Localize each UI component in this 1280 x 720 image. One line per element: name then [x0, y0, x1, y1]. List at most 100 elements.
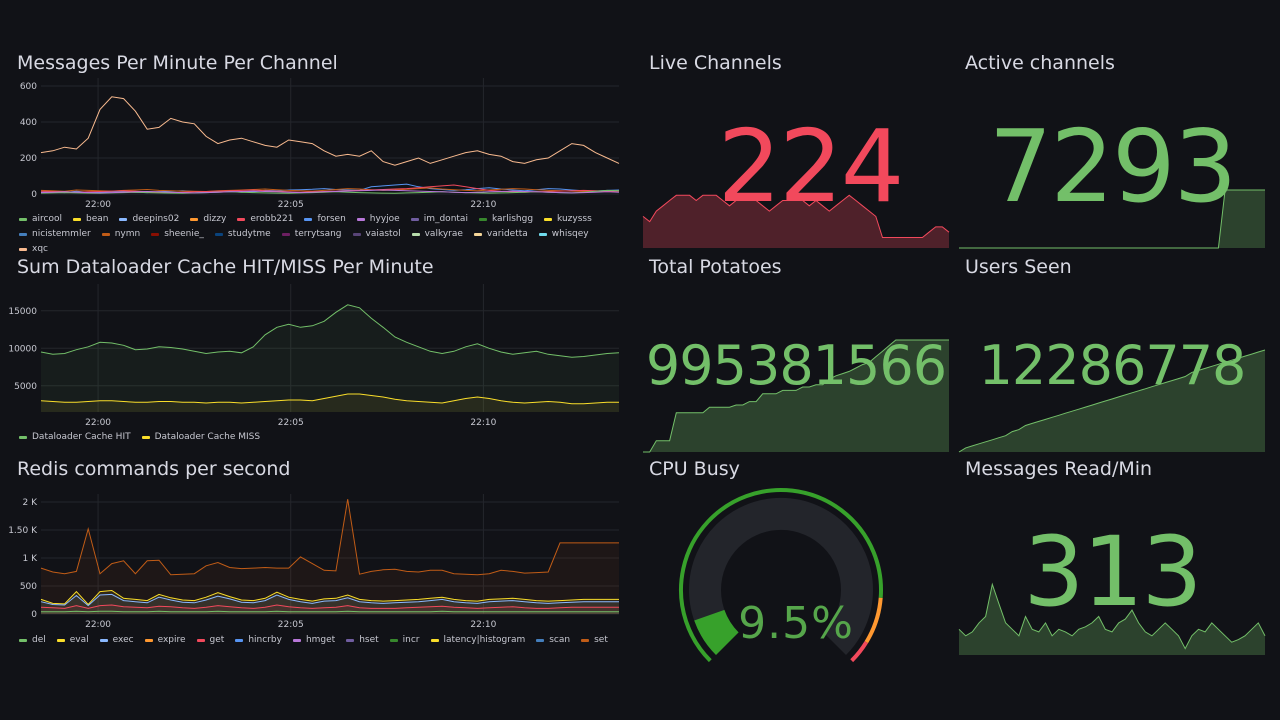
- cpu-busy-gauge: [679, 487, 884, 663]
- chart-legend: aircool bean deepins02 dizzy erobb221 forsen h…: [19, 214, 619, 254]
- panel-title[interactable]: CPU Busy: [649, 458, 740, 480]
- legend-item-hyyjoe[interactable]: hyyjoe: [356, 214, 400, 224]
- legend-item-dataloader-cache-hit[interactable]: Dataloader Cache HIT: [19, 432, 131, 442]
- legend-label: sheenie_: [164, 229, 204, 239]
- series-line-hyyjoe[interactable]: [40, 189, 620, 194]
- panel-title[interactable]: Users Seen: [965, 256, 1072, 278]
- series-line-eval[interactable]: [40, 589, 619, 606]
- legend-item-get[interactable]: get: [196, 635, 224, 645]
- redis-panel: Redis commands per second 0 500 1 K 1.50 K 2…: [8, 458, 629, 654]
- legend-label: studytme: [227, 229, 271, 239]
- legend-item-hset[interactable]: hset: [346, 635, 379, 645]
- active-channels-sparkline: [959, 189, 1265, 249]
- legend-swatch: [473, 232, 482, 236]
- series-line-set[interactable]: [40, 499, 619, 576]
- messages-read-value: 313: [1023, 516, 1202, 628]
- gauge-track: [689, 497, 873, 655]
- legend-label: terrytsang: [294, 229, 342, 239]
- panel-title[interactable]: Sum Dataloader Cache HIT/MISS Per Minute: [17, 256, 434, 278]
- legend-item-deepins02[interactable]: deepins02: [119, 214, 179, 224]
- legend-label: dizzy: [203, 214, 227, 224]
- legend-swatch: [19, 232, 27, 236]
- panel-title[interactable]: Messages Read/Min: [965, 458, 1153, 480]
- legend-item-varidetta[interactable]: varidetta: [473, 229, 528, 239]
- legend-item-studytme[interactable]: studytme: [214, 229, 271, 239]
- legend-item-dizzy[interactable]: dizzy: [190, 214, 226, 224]
- messages-read-sparkline: [958, 582, 1266, 655]
- legend-item-whisqey[interactable]: whisqey: [538, 229, 589, 239]
- legend-item-exec[interactable]: exec: [99, 635, 134, 645]
- y-tick-label: 2 K: [23, 498, 39, 508]
- live-channels-panel: Live Channels 224: [642, 52, 950, 250]
- legend-label: deepins02: [132, 214, 180, 224]
- legend-swatch: [292, 638, 301, 642]
- series-area-set: [41, 499, 619, 614]
- redis-chart: 0 500 1 K 1.50 K 2 K 22:00 22:05 22:10: [8, 494, 619, 630]
- panel-title[interactable]: Messages Per Minute Per Channel: [17, 52, 338, 74]
- legend-item-aircool[interactable]: aircool: [19, 214, 62, 224]
- legend-item-forsen[interactable]: forsen: [304, 214, 346, 224]
- series-line-del[interactable]: [41, 610, 619, 613]
- legend-item-expire[interactable]: expire: [144, 635, 186, 645]
- series-line-get[interactable]: [40, 604, 619, 609]
- legend-item-scan[interactable]: scan: [536, 635, 570, 645]
- legend-swatch: [478, 217, 487, 221]
- legend-item-incr[interactable]: incr: [389, 635, 420, 645]
- sparkline-line: [958, 349, 1266, 453]
- legend-item-erobb221[interactable]: erobb221: [237, 214, 293, 224]
- series-line-nymn[interactable]: [40, 187, 620, 193]
- total-potatoes-value: 995381566: [645, 334, 947, 397]
- panel-title[interactable]: Active channels: [965, 52, 1115, 74]
- legend-item-valkyrae[interactable]: valkyrae: [411, 229, 463, 239]
- legend-swatch: [19, 435, 27, 439]
- legend-item-bean[interactable]: bean: [72, 214, 108, 224]
- legend-item-vaiastol[interactable]: vaiastol: [352, 229, 401, 239]
- legend-swatch: [581, 638, 590, 642]
- legend-item-karlishgg[interactable]: karlishgg: [478, 214, 533, 224]
- legend-item-latency-histogram[interactable]: latency|histogram: [430, 635, 525, 645]
- legend-swatch: [544, 217, 553, 221]
- legend-item-set[interactable]: set: [581, 635, 608, 645]
- legend-item-im-dontai[interactable]: im_dontai: [410, 214, 468, 224]
- gauge-threshold-green: [679, 487, 884, 663]
- legend-swatch: [304, 217, 313, 221]
- panel-title[interactable]: Live Channels: [649, 52, 782, 74]
- gauge-threshold-red: [850, 641, 869, 663]
- legend-label: nymn: [114, 229, 141, 239]
- legend-label: aircool: [32, 214, 62, 224]
- legend-item-xqc[interactable]: xqc: [19, 244, 48, 254]
- cpu-busy-value: 9.5%: [738, 598, 854, 649]
- series-line-dataloader-cache-hit[interactable]: [40, 304, 620, 358]
- y-tick-label: 10000: [8, 344, 37, 354]
- legend-item-kuzysss[interactable]: kuzysss: [544, 214, 592, 224]
- x-tick-label: 22:00: [85, 620, 111, 630]
- panel-title[interactable]: Redis commands per second: [17, 458, 291, 480]
- series-line-exec[interactable]: [40, 593, 619, 607]
- legend-item-hmget[interactable]: hmget: [292, 635, 335, 645]
- series-line-xqc[interactable]: [40, 96, 620, 166]
- legend-swatch: [281, 232, 290, 236]
- legend-item-eval[interactable]: eval: [56, 635, 89, 645]
- legend-item-dataloader-cache-miss[interactable]: Dataloader Cache MISS: [141, 432, 260, 442]
- legend-item-sheenie-[interactable]: sheenie_: [151, 229, 204, 239]
- legend-swatch: [196, 638, 205, 642]
- legend-item-nymn[interactable]: nymn: [101, 229, 141, 239]
- series-line-dataloader-cache-miss[interactable]: [40, 393, 619, 405]
- panel-title[interactable]: Total Potatoes: [649, 256, 782, 278]
- legend-item-del[interactable]: del: [19, 635, 46, 645]
- gauge-value-arc: [694, 609, 740, 656]
- legend-swatch: [56, 638, 65, 642]
- legend-swatch: [101, 232, 110, 236]
- gauge-threshold-orange: [864, 597, 883, 644]
- legend-label: hyyjoe: [369, 214, 400, 224]
- legend-swatch: [237, 217, 246, 221]
- legend-swatch: [72, 217, 81, 221]
- x-tick-label: 22:05: [278, 418, 304, 428]
- legend-item-terrytsang[interactable]: terrytsang: [281, 229, 342, 239]
- legend-label: eval: [69, 635, 89, 645]
- x-tick-label: 22:00: [85, 418, 111, 428]
- legend-label: hset: [359, 635, 379, 645]
- legend-item-hincrby[interactable]: hincrby: [235, 635, 282, 645]
- legend-swatch: [356, 217, 365, 221]
- legend-item-nicistemmler[interactable]: nicistemmler: [19, 229, 91, 239]
